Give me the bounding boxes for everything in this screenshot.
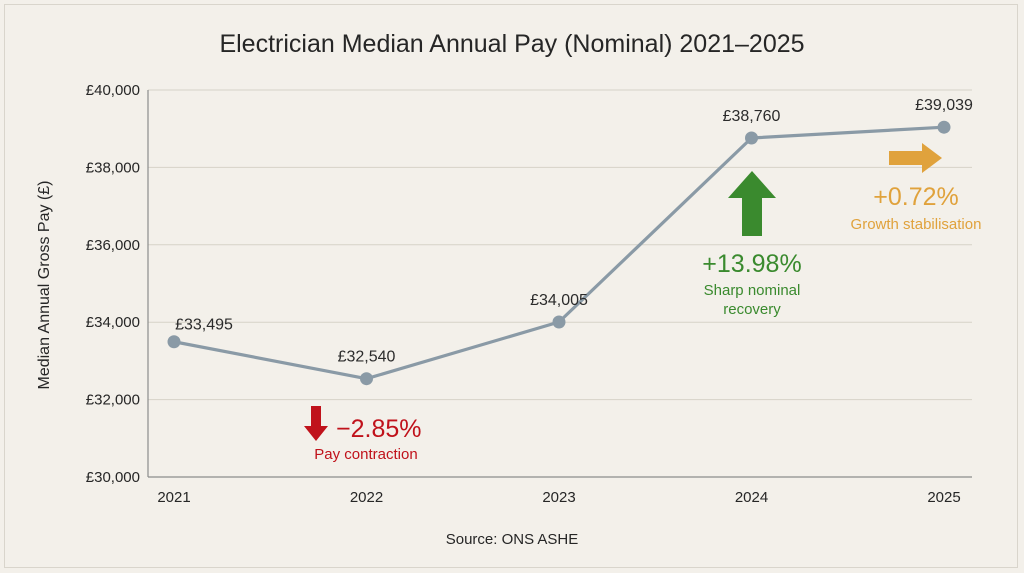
annotation-caption: recovery bbox=[723, 301, 781, 318]
y-tick-label: £34,000 bbox=[86, 314, 140, 331]
data-labels: £33,495 £32,540 £34,005 £38,760 £39,039 bbox=[175, 97, 973, 366]
annotation-value: +0.72% bbox=[873, 183, 959, 211]
chart-title: Electrician Median Annual Pay (Nominal) … bbox=[219, 30, 804, 58]
down-arrow-icon bbox=[304, 406, 328, 441]
x-tick-label: 2023 bbox=[542, 489, 575, 506]
y-tick-label: £30,000 bbox=[86, 469, 140, 486]
data-label: £38,760 bbox=[723, 108, 781, 125]
data-label: £39,039 bbox=[915, 97, 973, 114]
x-tick-label: 2025 bbox=[927, 489, 960, 506]
axes bbox=[147, 90, 972, 478]
gridlines bbox=[148, 89, 972, 401]
right-arrow-icon bbox=[889, 143, 942, 173]
annotation-caption: Growth stabilisation bbox=[851, 216, 982, 233]
y-axis-label: Median Annual Gross Pay (£) bbox=[36, 181, 53, 390]
chart-frame bbox=[4, 4, 1018, 568]
x-tick-labels: 2021 2022 2023 2024 2025 bbox=[157, 489, 960, 506]
data-label: £33,495 bbox=[175, 317, 233, 334]
annotation-caption: Sharp nominal bbox=[704, 282, 801, 299]
y-tick-label: £36,000 bbox=[86, 237, 140, 254]
data-label: £34,005 bbox=[530, 292, 588, 309]
source-note: Source: ONS ASHE bbox=[446, 531, 579, 548]
x-tick-label: 2022 bbox=[350, 489, 383, 506]
annotations: −2.85% Pay contraction +13.98% Sharp nomina… bbox=[304, 143, 981, 463]
y-tick-label: £40,000 bbox=[86, 82, 140, 99]
up-arrow-icon bbox=[728, 171, 776, 236]
series-line bbox=[173, 125, 945, 381]
annotation-caption: Pay contraction bbox=[314, 446, 417, 463]
x-tick-label: 2024 bbox=[735, 489, 768, 506]
annotation-value: +13.98% bbox=[702, 250, 801, 278]
y-tick-labels: £30,000 £32,000 £34,000 £36,000 £38,000 £40,0… bbox=[86, 82, 140, 486]
data-point bbox=[360, 372, 373, 386]
y-tick-label: £38,000 bbox=[86, 159, 140, 176]
y-tick-label: £32,000 bbox=[86, 392, 140, 409]
data-point bbox=[552, 315, 566, 329]
x-tick-label: 2021 bbox=[157, 489, 190, 506]
data-point bbox=[745, 131, 758, 145]
data-label: £32,540 bbox=[338, 349, 396, 366]
data-point bbox=[937, 120, 951, 134]
annotation-value: −2.85% bbox=[336, 415, 422, 443]
data-point bbox=[167, 335, 181, 349]
data-points bbox=[167, 120, 951, 386]
series-line-layer bbox=[173, 125, 945, 381]
